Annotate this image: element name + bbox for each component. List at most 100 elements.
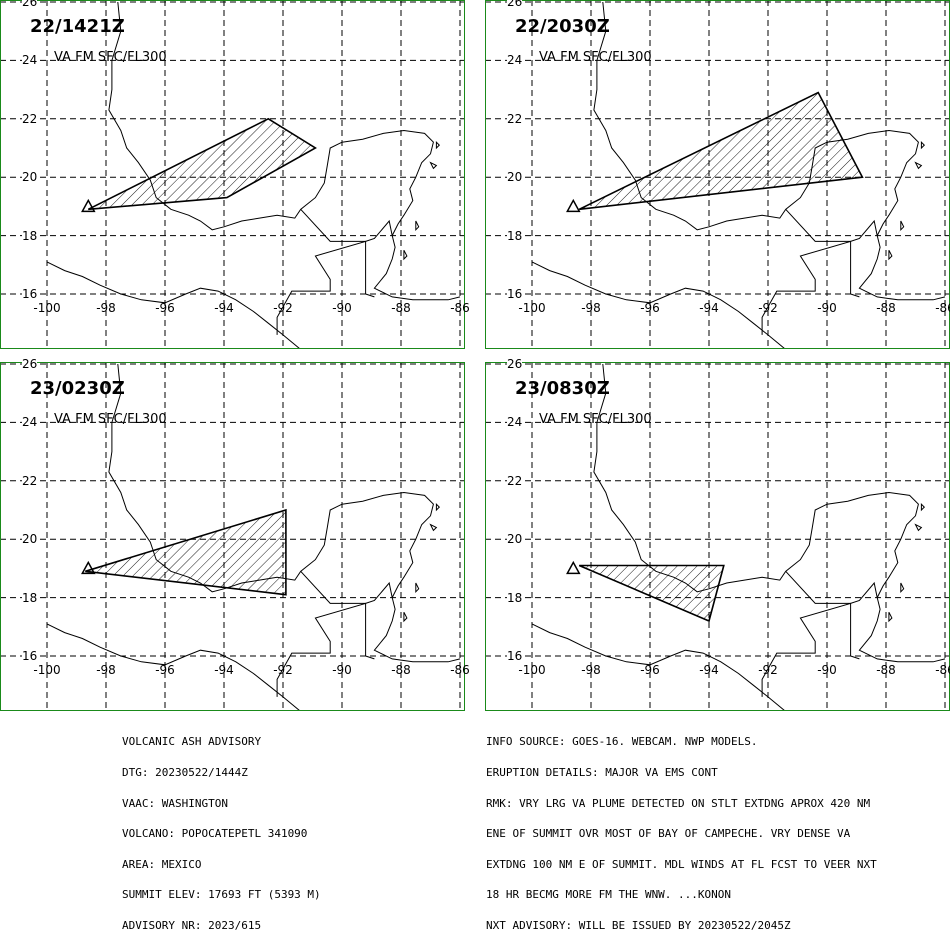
advisory-line: VOLCANIC ASH ADVISORY: [122, 735, 262, 749]
longitude-tick-label: -94: [214, 663, 234, 677]
advisory-line: DTG: 20230522/1444Z: [122, 766, 248, 779]
longitude-tick-label: -100: [33, 301, 61, 315]
latitude-tick-label: 20: [507, 532, 523, 547]
island: [435, 502, 441, 512]
coastline: [46, 261, 301, 349]
longitude-tick-label: -94: [699, 663, 719, 677]
map-svg-3: [0, 362, 465, 711]
map-svg-4: [485, 362, 950, 711]
map-svg-2: [485, 0, 950, 349]
coastline: [46, 623, 301, 711]
longitude-tick-label: -90: [817, 663, 837, 677]
country-border: [365, 581, 393, 604]
ash-cloud-polygon: [87, 117, 317, 211]
longitude-tick-label: -88: [391, 301, 411, 315]
longitude-tick-label: -100: [518, 301, 546, 315]
ash-cloud-polygon: [578, 564, 725, 623]
volcano-icon: [566, 560, 581, 575]
island: [920, 502, 926, 512]
latitude-tick-label: 22: [507, 111, 523, 126]
advisory-line: INFO SOURCE: GOES-16. WEBCAM. NWP MODELS…: [486, 735, 758, 749]
country-border: [850, 219, 878, 242]
longitude-tick-label: -92: [273, 663, 293, 677]
latitude-tick-label: 24: [507, 53, 523, 68]
panel-time-label: 23/0830Z: [515, 378, 610, 399]
country-border: [300, 570, 366, 604]
latitude-tick-label: 18: [22, 228, 38, 243]
country-border: [276, 240, 375, 335]
country-border: [365, 219, 393, 242]
island: [415, 220, 420, 232]
longitude-tick-label: -86: [450, 663, 470, 677]
longitude-tick-label: -96: [155, 301, 175, 315]
country-border: [785, 570, 851, 604]
longitude-tick-label: -98: [96, 301, 116, 315]
coastline: [593, 363, 946, 663]
forecast-panel-4: 23/0830Z VA FM SFC/FL300 26 24 22 20 18 16 -10…: [485, 358, 950, 711]
longitude-tick-label: -96: [640, 301, 660, 315]
panel-time-label: 22/1421Z: [30, 16, 125, 37]
longitude-tick-label: -88: [876, 663, 896, 677]
longitude-tick-label: -98: [581, 301, 601, 315]
island: [920, 140, 926, 150]
advisory-line: NXT ADVISORY: WILL BE ISSUED BY 20230522…: [486, 918, 791, 932]
coastline: [531, 623, 786, 711]
longitude-tick-label: -92: [273, 301, 293, 315]
advisory-line: ENE OF SUMMIT OVR MOST OF BAY OF CAMPECH…: [486, 827, 851, 841]
latitude-tick-label: 16: [507, 649, 523, 663]
latitude-tick-label: 18: [507, 228, 523, 243]
latitude-tick-label: 16: [22, 287, 38, 301]
longitude-tick-label: -94: [214, 301, 234, 315]
advisory-line: VAAC: WASHINGTON: [122, 796, 228, 810]
longitude-tick-label: -96: [640, 663, 660, 677]
map-frame: [0, 362, 465, 711]
panel-level-label: VA FM SFC/FL300: [539, 412, 652, 427]
forecast-panel-2: 22/2030Z VA FM SFC/FL300 26 24 22 20 18 16 -10…: [485, 0, 950, 349]
forecast-panel-1: 22/1421Z VA FM SFC/FL300 26 24 22 20 18 16 -10…: [0, 0, 470, 349]
country-border: [785, 208, 851, 242]
latitude-tick-label: 16: [507, 287, 523, 301]
panel-level-label: VA FM SFC/FL300: [54, 412, 167, 427]
latitude-tick-label: 24: [22, 53, 38, 68]
panel-time-label: 23/0230Z: [30, 378, 125, 399]
longitude-tick-label: -90: [817, 301, 837, 315]
island: [415, 582, 420, 594]
island: [900, 582, 905, 594]
coastline: [108, 1, 461, 301]
latitude-tick-label: 22: [507, 473, 523, 488]
latitude-tick-label: 26: [507, 0, 523, 8]
coastline: [531, 261, 786, 349]
country-border: [276, 602, 375, 697]
advisory-remarks-text: INFO SOURCE: GOES-16. WEBCAM. NWP MODELS…: [486, 717, 877, 941]
longitude-tick-label: -86: [935, 663, 950, 677]
volcano-icon: [81, 198, 96, 213]
latitude-tick-label: 26: [22, 357, 38, 371]
latitude-tick-label: 26: [22, 0, 38, 8]
advisory-line: RMK: VRY LRG VA PLUME DETECTED ON STLT E…: [486, 796, 871, 810]
latitude-tick-label: 26: [507, 357, 523, 371]
forecast-panel-3: 23/0230Z VA FM SFC/FL300 26 24 22 20 18 16 -10…: [0, 358, 470, 711]
island: [900, 220, 905, 232]
longitude-tick-label: -98: [581, 663, 601, 677]
longitude-tick-label: -100: [33, 663, 61, 677]
panel-level-label: VA FM SFC/FL300: [539, 50, 652, 65]
panel-level-label: VA FM SFC/FL300: [54, 50, 167, 65]
coastline: [108, 363, 461, 663]
latitude-tick-label: 16: [22, 649, 38, 663]
advisory-line: ERUPTION DETAILS: MAJOR VA EMS CONT: [486, 766, 718, 779]
country-border: [761, 240, 860, 335]
ash-cloud-polygon: [578, 91, 864, 211]
country-border: [300, 208, 366, 242]
volcano-icon: [81, 560, 96, 575]
latitude-tick-label: 22: [22, 111, 38, 126]
longitude-tick-label: -92: [758, 663, 778, 677]
longitude-tick-label: -90: [332, 301, 352, 315]
latitude-tick-label: 24: [507, 415, 523, 430]
longitude-tick-label: -88: [876, 301, 896, 315]
island: [914, 523, 923, 532]
longitude-tick-label: -100: [518, 663, 546, 677]
advisory-header-text: VOLCANIC ASH ADVISORY DTG: 20230522/1444…: [122, 717, 321, 941]
latitude-tick-label: 18: [22, 590, 38, 605]
country-border: [850, 581, 878, 604]
longitude-tick-label: -88: [391, 663, 411, 677]
